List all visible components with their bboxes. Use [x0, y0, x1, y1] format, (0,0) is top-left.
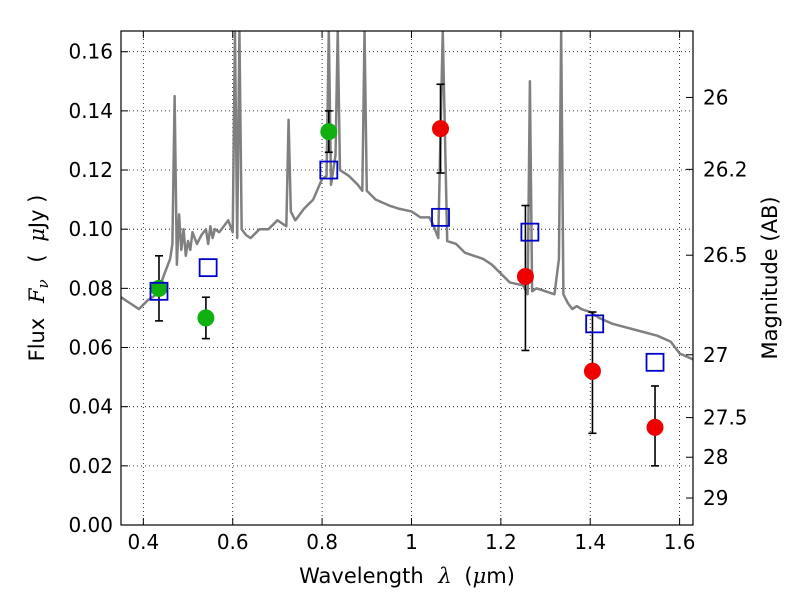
- plot-area: [121, 31, 693, 467]
- model-square: [645, 352, 665, 372]
- model-square: [198, 258, 218, 278]
- model-square: [585, 314, 605, 334]
- x-tick-label: 1.6: [664, 530, 696, 554]
- data-point: [583, 362, 601, 380]
- y-axis-title: Flux Fν ( μJy ): [25, 195, 53, 362]
- data-point: [646, 418, 664, 436]
- y-right-tick-label: 27.5: [703, 406, 748, 430]
- y-tick-label: 0.04: [68, 395, 113, 419]
- y-axis-unit-mu: μ: [25, 228, 49, 242]
- x-axis-symbol: λ: [437, 564, 451, 588]
- y-axis-symbol-sub: ν: [34, 279, 52, 288]
- model-square: [431, 207, 450, 227]
- y-tick-label: 0.16: [68, 40, 113, 64]
- axis-ticks: 0.4 0.6 0.8 1 1.2 1.4 1.6 0.00 0.02 0.04 0.06 0.08 0…: [68, 31, 748, 554]
- y-tick-label: 0.06: [68, 336, 113, 360]
- x-tick-label: 1.4: [574, 530, 606, 554]
- y-axis-unit-rest: Jy ): [25, 195, 49, 231]
- x-tick-label: 1: [405, 530, 418, 554]
- data-point: [432, 120, 450, 138]
- data-point: [516, 268, 534, 286]
- y-right-tick-label: 26.5: [703, 243, 748, 267]
- y-axis-unit-open: (: [25, 254, 49, 262]
- x-tick-label: 0.6: [217, 530, 249, 554]
- y-tick-label: 0.02: [68, 454, 113, 478]
- y-right-tick-label: 27: [703, 343, 728, 367]
- x-tick-label: 1.2: [485, 530, 517, 554]
- x-axis-unit-mu: μ: [473, 564, 487, 588]
- model-square: [319, 160, 339, 180]
- y-tick-label: 0.10: [68, 217, 113, 241]
- y-right-tick-label: 26.2: [703, 157, 748, 181]
- x-axis-label: Wavelength: [299, 564, 424, 588]
- y-axis-right-title: Magnitude (AB): [758, 196, 782, 359]
- y-right-tick-label: 26: [703, 85, 728, 109]
- y-axis-symbol: F: [25, 287, 49, 304]
- x-axis-unit-open: (: [464, 564, 472, 588]
- spectrum-line: [121, 31, 693, 361]
- y-tick-label: 0.14: [68, 99, 113, 123]
- model-square: [149, 281, 169, 301]
- data-point: [320, 123, 338, 141]
- y-tick-label: 0.08: [68, 276, 113, 300]
- y-tick-label: 0.12: [68, 158, 113, 182]
- y-right-tick-label: 29: [703, 486, 728, 510]
- data-point: [197, 309, 215, 327]
- y-axis-label: Flux: [25, 318, 49, 362]
- y-tick-label: 0.00: [68, 513, 113, 537]
- x-axis-title: Wavelength λ (μm): [299, 564, 515, 588]
- plot-frame: [120, 30, 694, 526]
- x-axis-unit-rest: m): [486, 564, 515, 588]
- x-tick-label: 0.4: [127, 530, 159, 554]
- y-right-tick-label: 28: [703, 445, 728, 469]
- x-tick-label: 0.8: [306, 530, 338, 554]
- model-square: [520, 222, 540, 242]
